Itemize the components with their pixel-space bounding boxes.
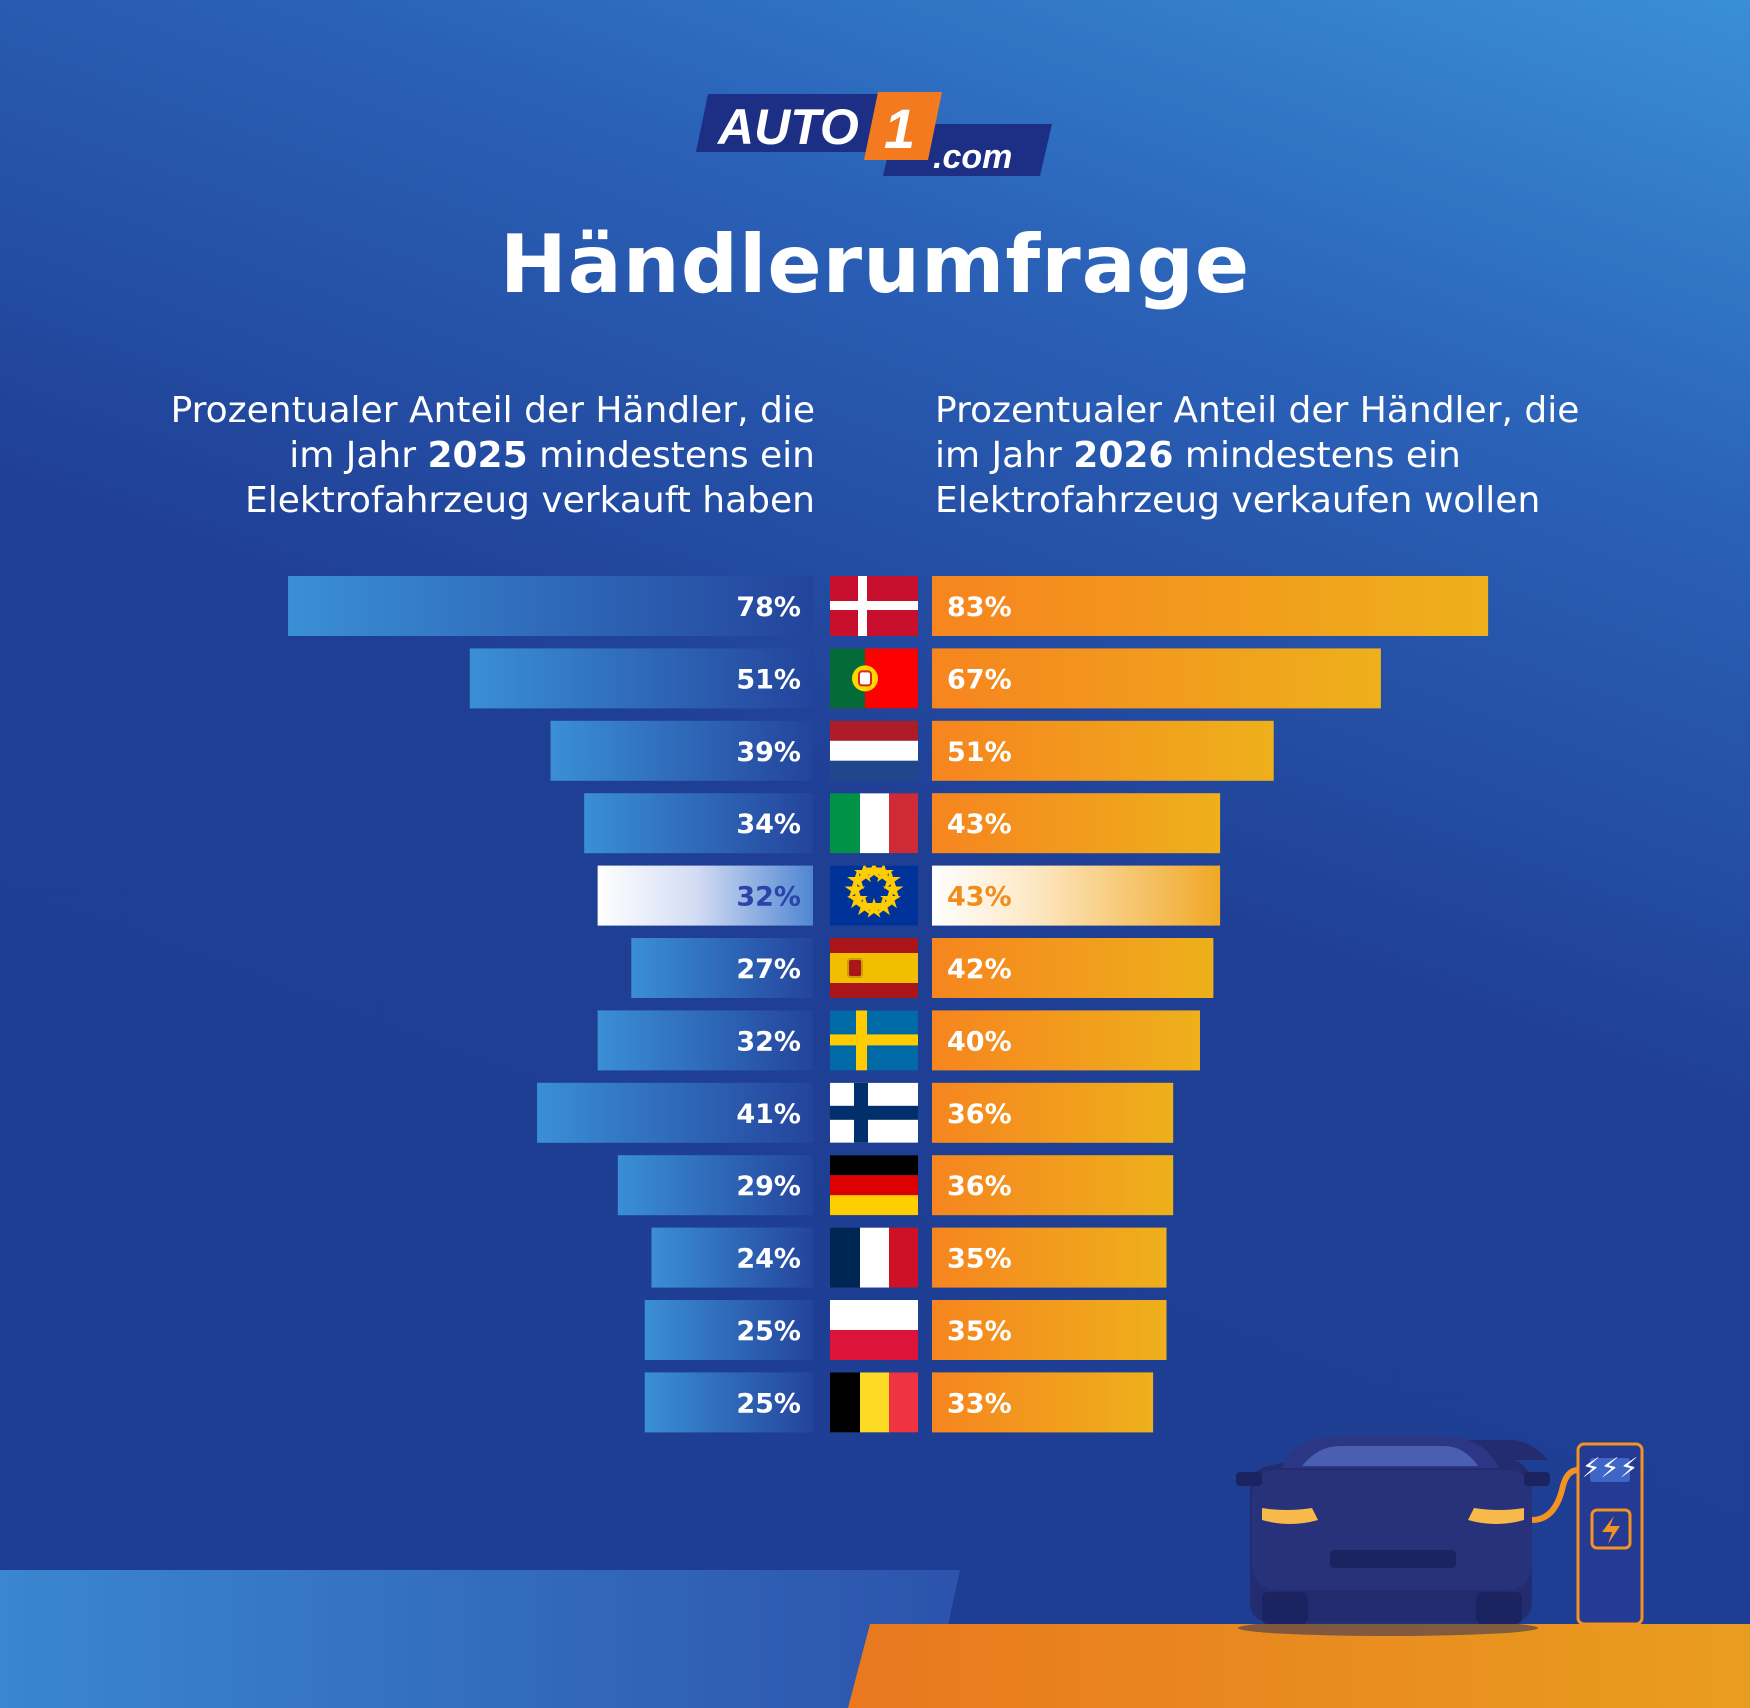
svg-text:★: ★ [871,858,895,889]
svg-text:⚡⚡⚡: ⚡⚡⚡ [1582,1453,1639,1484]
bottom-blue-strip [0,1570,960,1708]
flag-poland-icon [830,1300,918,1360]
bar-2025-spain [631,938,813,998]
label-2025-belgium: 25% [736,1388,801,1419]
label-2026-netherlands: 51% [947,737,1012,768]
svg-text:★: ★ [845,884,869,915]
bar-2025-eu [597,865,813,926]
bar-2026-finland [932,1082,1174,1143]
subtitle-left-year: 2025 [427,435,528,476]
flag-eu-icon: ★★★★★★★★★★★★ [830,856,918,926]
label-2025-sweden: 32% [736,1026,801,1057]
bar-2025-germany [617,1155,813,1216]
bottom-orange-ground [848,1624,1750,1708]
bar-2025-belgium [644,1372,813,1433]
subtitle-right: Prozentualer Anteil der Händler, die im … [935,388,1635,523]
label-2026-france: 35% [947,1244,1012,1275]
flag-belgium-icon [830,1372,918,1433]
bar-2025-denmark [288,576,813,636]
bar-2026-poland [932,1300,1167,1360]
label-2025-spain: 27% [736,954,801,985]
bar-2025-netherlands [550,720,813,781]
auto1-logo: AUTO 1 .com [696,92,1052,176]
flag-finland-icon [830,1082,918,1143]
bar-2026-portugal [932,648,1381,709]
flag-portugal-icon [830,648,918,709]
electric-car-icon [1236,1436,1550,1636]
label-2026-eu: 43% [947,882,1012,913]
svg-text:★: ★ [852,858,876,889]
svg-text:★: ★ [878,865,902,896]
svg-text:★: ★ [862,894,886,925]
charging-station-icon: ⚡⚡⚡ [1531,1442,1644,1626]
label-2025-denmark: 78% [736,592,801,623]
label-2026-belgium: 33% [947,1388,1012,1419]
bar-2026-netherlands [932,720,1274,781]
logo-text-auto: AUTO [716,99,859,155]
label-2025-portugal: 51% [736,664,801,695]
bar-2026-italy [932,793,1221,854]
label-2025-eu: 32% [736,882,801,913]
subtitle-right-post: mindestens ein Elektrofahrzeug verkaufen… [935,435,1541,521]
svg-text:★: ★ [881,875,905,906]
page-title: Händlerumfrage [499,218,1251,311]
bar-2025-italy [584,793,813,854]
flag-france-icon [830,1227,918,1288]
ev-illustration: ⚡⚡⚡ [1236,1436,1644,1636]
label-2026-germany: 36% [947,1171,1012,1202]
flag-italy-icon [830,793,918,854]
flag-spain-icon [830,938,918,998]
label-2025-germany: 29% [736,1171,801,1202]
bar-2026-spain [932,938,1214,998]
label-2025-poland: 25% [736,1316,801,1347]
bar-2025-finland [537,1082,813,1143]
flag-germany-icon [830,1155,918,1216]
bar-2026-france [932,1227,1167,1288]
subtitle-left-pre: Prozentualer Anteil der Händler, die im … [170,390,815,476]
flag-sweden-icon [830,1010,918,1071]
bar-2026-belgium [932,1372,1154,1433]
svg-text:★: ★ [871,891,895,922]
svg-text:★: ★ [843,875,867,906]
label-2026-sweden: 40% [947,1026,1012,1057]
flag-denmark-icon [830,576,918,636]
label-2025-finland: 41% [736,1099,801,1130]
subtitle-right-pre: Prozentualer Anteil der Händler, die im … [935,390,1580,476]
label-2026-finland: 36% [947,1099,1012,1130]
bar-2026-sweden [932,1010,1200,1071]
label-2026-italy: 43% [947,809,1012,840]
subtitle-left-post: mindestens ein Elektrofahrzeug verkauft … [244,435,815,521]
label-2026-poland: 35% [947,1316,1012,1347]
logo-text-suffix: .com [933,138,1012,176]
label-2025-netherlands: 39% [736,737,801,768]
svg-text:★: ★ [878,884,902,915]
label-2026-spain: 42% [947,954,1012,985]
bar-2025-france [651,1227,813,1288]
label-2025-italy: 34% [736,809,801,840]
subtitle-right-year: 2026 [1073,435,1174,476]
svg-text:★: ★ [845,865,869,896]
svg-text:★: ★ [862,856,886,887]
label-2026-portugal: 67% [947,664,1012,695]
logo-text-digit: 1 [884,97,915,160]
bar-2025-poland [644,1300,813,1360]
bar-2026-germany [932,1155,1174,1216]
flag-netherlands-icon [830,720,918,781]
bar-2026-denmark [932,576,1489,636]
bar-2026-eu [932,865,1221,926]
label-2025-france: 24% [736,1244,801,1275]
svg-text:★: ★ [852,891,876,922]
bar-2025-sweden [597,1010,813,1071]
subtitle-left: Prozentualer Anteil der Händler, die im … [150,388,815,523]
label-2026-denmark: 83% [947,592,1012,623]
bar-2025-portugal [469,648,813,709]
